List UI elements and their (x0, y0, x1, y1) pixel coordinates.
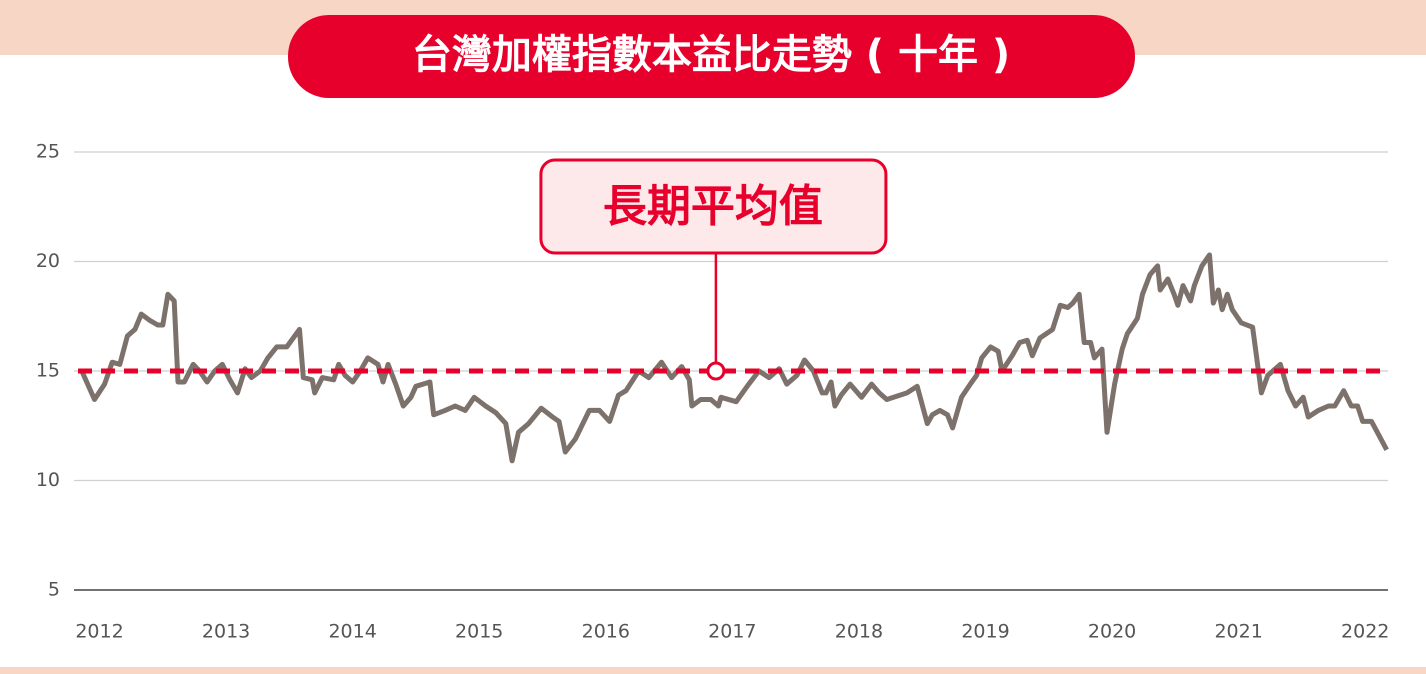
x-tick-label: 2018 (835, 621, 883, 643)
callout-box (539, 158, 888, 255)
y-tick-label: 20 (36, 250, 60, 272)
x-tick-label: 2021 (1214, 621, 1262, 643)
x-tick-label: 2019 (961, 621, 1009, 643)
y-tick-label: 10 (36, 469, 60, 491)
x-tick-label: 2014 (328, 621, 376, 643)
x-tick-label: 2012 (75, 621, 123, 643)
x-tick-label: 2016 (582, 621, 630, 643)
x-tick-label: 2015 (455, 621, 503, 643)
y-tick-label: 15 (36, 360, 60, 382)
reference-marker (706, 361, 726, 381)
callout-label: 長期平均值 (603, 181, 823, 232)
reference: 長期平均值 (78, 158, 1388, 381)
panel (0, 55, 1426, 667)
y-tick-label: 5 (48, 579, 60, 601)
x-tick-label: 2017 (708, 621, 756, 643)
x-tick-label: 2022 (1341, 621, 1389, 643)
chart-title: 台灣加權指數本益比走勢 ( 十年 ) (412, 32, 1010, 78)
grid: 5 10 15 20 25 2012 2013 2014 2015 2016 2017 2018 201… (36, 141, 1390, 643)
x-tick-label: 2013 (202, 621, 250, 643)
title-pill (288, 15, 1135, 98)
x-tick-label: 2020 (1088, 621, 1136, 643)
y-tick-label: 25 (36, 141, 60, 163)
